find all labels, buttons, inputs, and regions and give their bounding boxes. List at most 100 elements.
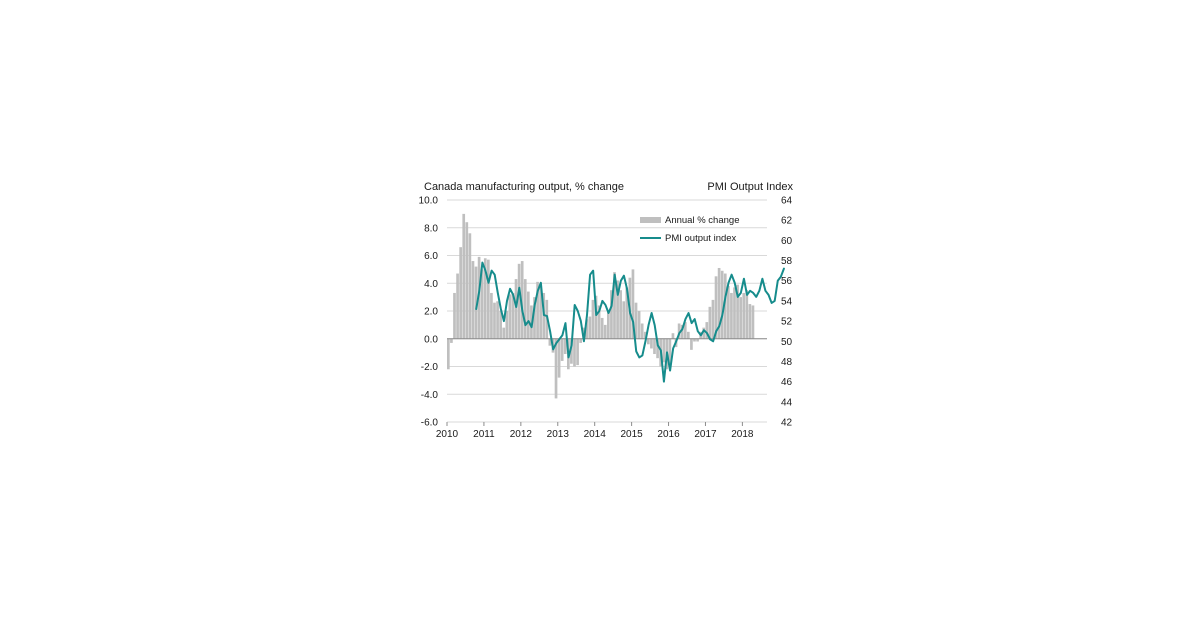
bar: [603, 324, 607, 339]
left-tick-label: -2.0: [421, 362, 439, 373]
bar: [640, 323, 644, 339]
bar: [579, 338, 582, 343]
bar: [462, 213, 466, 339]
right-tick-label: 60: [781, 236, 793, 247]
bar: [733, 287, 736, 339]
left-tick-label: 2.0: [424, 307, 438, 318]
bar: [468, 233, 472, 339]
legend-bar-label: Annual % change: [665, 215, 739, 226]
bar: [619, 290, 622, 339]
bar: [730, 292, 733, 339]
x-tick-label: 2013: [547, 429, 570, 440]
bar: [727, 286, 730, 339]
bar: [499, 311, 502, 339]
bar: [637, 311, 641, 339]
bar: [647, 338, 650, 345]
bar: [683, 322, 687, 339]
right-tick-label: 46: [781, 377, 793, 388]
bar: [662, 338, 666, 363]
right-axis-title: PMI Output Index: [707, 181, 793, 193]
right-tick-label: 56: [781, 276, 793, 287]
bar: [505, 311, 509, 339]
x-tick-label: 2016: [657, 429, 680, 440]
bar: [539, 284, 542, 339]
bar: [591, 299, 595, 339]
left-axis-title: Canada manufacturing output, % change: [424, 181, 624, 193]
bar: [588, 316, 592, 339]
legend: Annual % change PMI output index: [640, 215, 739, 244]
bar: [610, 290, 613, 339]
bar: [576, 338, 579, 366]
bar: [557, 338, 561, 378]
bar: [511, 292, 515, 339]
bar: [656, 338, 659, 359]
x-tick-label: 2011: [473, 429, 495, 440]
bar: [490, 292, 493, 339]
bar: [459, 247, 462, 339]
left-tick-label: -4.0: [421, 390, 439, 401]
right-tick-label: 52: [781, 317, 793, 328]
bar: [520, 261, 524, 339]
bar: [650, 338, 653, 349]
bar: [527, 291, 530, 339]
bar: [693, 338, 696, 342]
x-tick-label: 2018: [731, 429, 754, 440]
bar: [631, 269, 635, 339]
bar: [690, 338, 693, 350]
bar: [739, 297, 742, 339]
bar: [714, 276, 718, 339]
bar: [671, 333, 675, 339]
bar: [622, 301, 626, 339]
bar: [496, 301, 499, 339]
bar: [723, 273, 727, 339]
bar: [708, 306, 712, 339]
legend-bar-swatch: [640, 217, 661, 223]
bar: [745, 290, 749, 339]
right-tick-label: 58: [781, 256, 793, 267]
bar: [554, 338, 558, 399]
bar: [474, 266, 478, 339]
bar: [563, 338, 567, 355]
bar: [705, 322, 709, 339]
right-tick-label: 62: [781, 216, 793, 227]
bar: [573, 338, 576, 367]
bar: [582, 327, 586, 339]
bar: [711, 299, 715, 339]
x-tick-label: 2014: [584, 429, 607, 440]
bar: [736, 284, 739, 339]
bar: [696, 338, 699, 342]
bar: [517, 263, 521, 339]
x-tick-label: 2010: [436, 429, 459, 440]
bar: [560, 338, 564, 361]
left-tick-label: -6.0: [421, 418, 439, 429]
bar: [687, 331, 690, 339]
bar: [597, 305, 601, 339]
bar: [523, 279, 527, 339]
bar: [514, 279, 518, 339]
pmi-line: [475, 261, 785, 383]
bar: [548, 338, 552, 346]
left-tick-label: 0.0: [424, 334, 438, 345]
right-tick-label: 42: [781, 418, 793, 429]
bar: [483, 258, 487, 339]
bar: [471, 261, 475, 339]
axes: 10.0 8.0 6.0 4.0 2.0 0.0 -2.0 -4.0 -6.0 64 62 60 58 5…: [419, 196, 793, 441]
bar: [702, 327, 706, 339]
bar: [450, 338, 453, 343]
right-tick-label: 48: [781, 357, 793, 368]
bar: [607, 311, 610, 339]
x-tick-label: 2015: [620, 429, 643, 440]
bar: [570, 338, 573, 364]
line-series: [475, 261, 785, 383]
bar: [480, 269, 484, 339]
bar: [502, 327, 506, 339]
right-tick-label: 44: [781, 397, 793, 408]
bar: [742, 292, 746, 339]
bar: [717, 267, 721, 339]
bar: [748, 304, 752, 339]
bar: [453, 292, 456, 339]
right-tick-label: 54: [781, 296, 793, 307]
bar: [533, 297, 536, 339]
bar: [508, 294, 512, 339]
